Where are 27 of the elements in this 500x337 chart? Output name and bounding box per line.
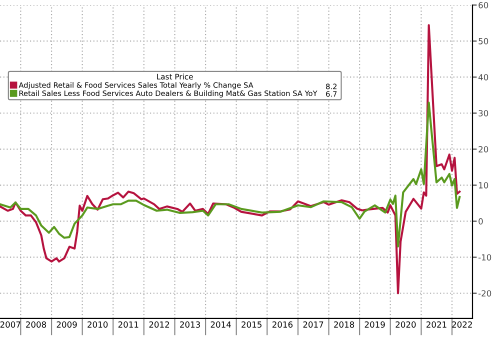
x-tick-label: 2008 xyxy=(26,321,46,328)
y-tick-label: -20 xyxy=(478,290,492,297)
y-tick-label: 60 xyxy=(478,2,488,8)
x-tick-label: 2015 xyxy=(242,321,262,328)
x-tick-label: 2016 xyxy=(272,321,293,328)
line-series xyxy=(0,102,461,248)
x-tick-label: 2019 xyxy=(364,321,385,328)
x-tick-label: 2012 xyxy=(149,321,170,328)
x-tick-label: 2007 xyxy=(0,321,20,328)
x-tick-label: 2017 xyxy=(303,321,324,328)
x-tick-label: 2010 xyxy=(88,321,108,328)
y-tick-label: 50 xyxy=(478,38,488,44)
x-tick-label: 2011 xyxy=(118,321,138,328)
x-tick-label: 2014 xyxy=(210,321,231,328)
x-tick-label: 2018 xyxy=(334,321,354,328)
x-tick-label: 2009 xyxy=(56,321,77,328)
y-tick-label: 40 xyxy=(478,74,488,80)
x-tick-label: 2020 xyxy=(396,321,416,328)
y-tick-label: -10 xyxy=(478,254,492,261)
line-series xyxy=(0,24,461,294)
y-tick-label: 10 xyxy=(478,182,488,188)
x-tick-label: 2022 xyxy=(452,321,472,328)
y-tick-label: 20 xyxy=(478,146,488,152)
y-tick-label: 0 xyxy=(478,218,483,224)
y-tick-label: 30 xyxy=(478,110,488,116)
x-tick-label: 2013 xyxy=(180,321,200,328)
x-tick-label: 2021 xyxy=(426,321,446,328)
